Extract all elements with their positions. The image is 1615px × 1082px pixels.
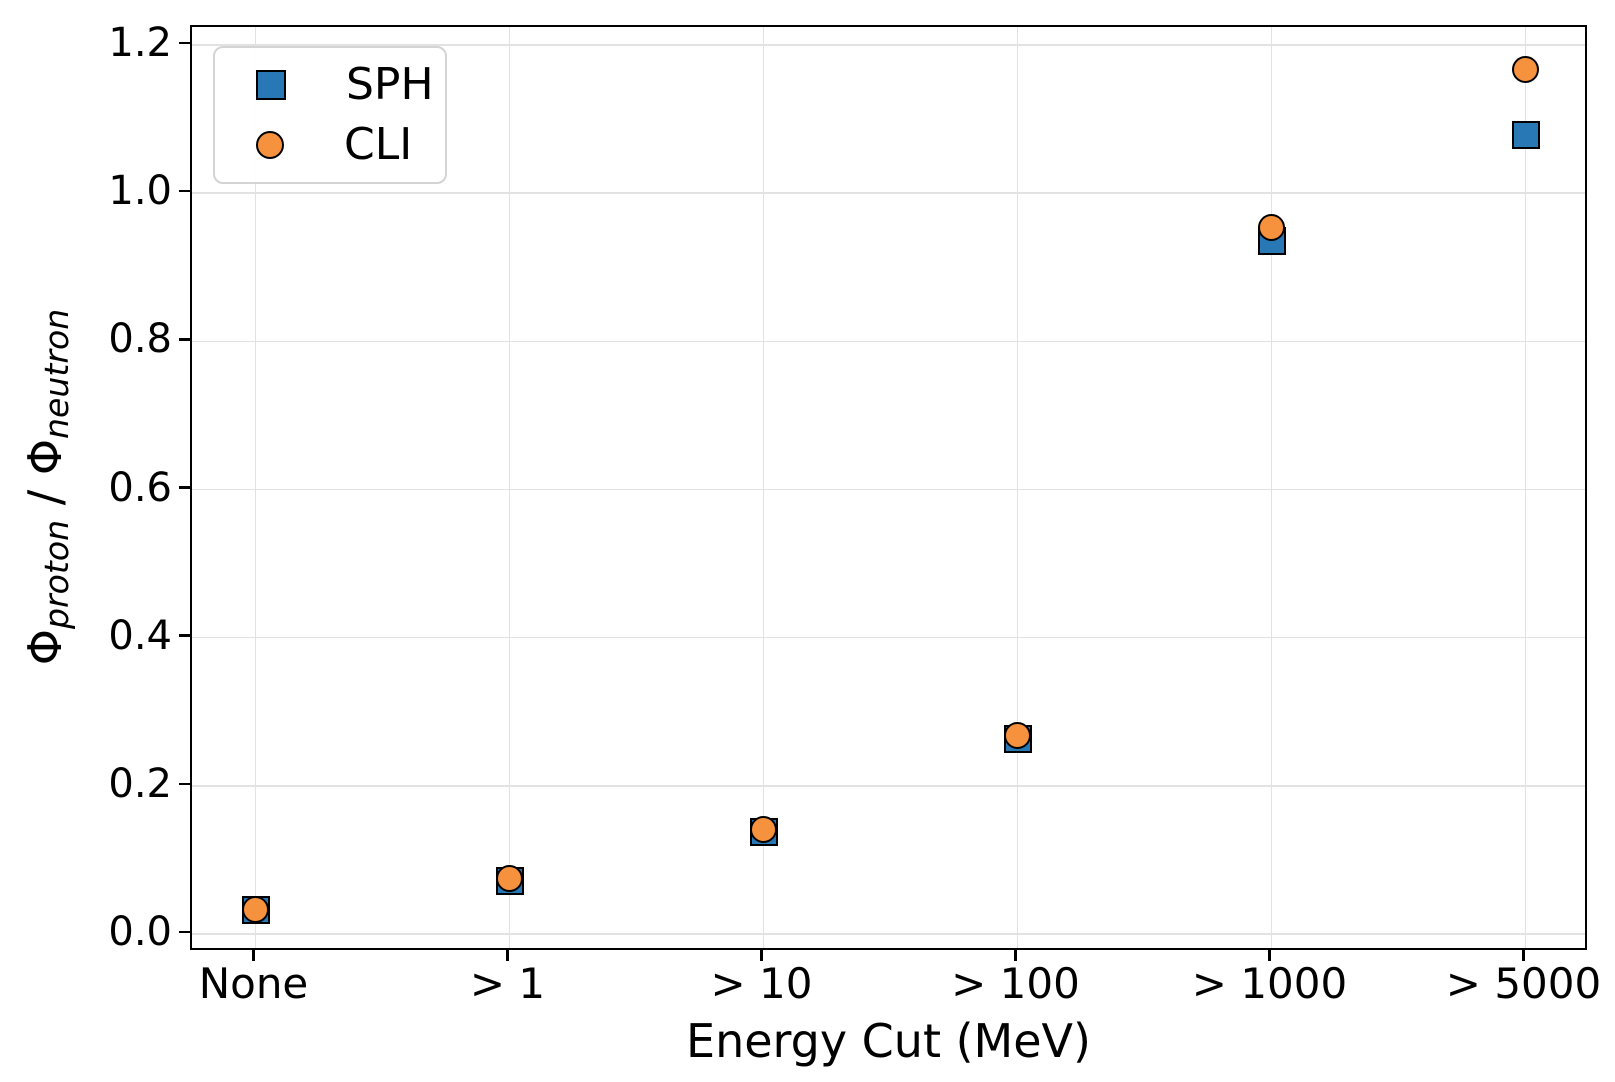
y-axis-tick — [179, 41, 190, 45]
grid-line-vertical — [254, 27, 257, 948]
x-tick-label: > 100 — [951, 959, 1080, 1008]
x-tick-label: > 1 — [469, 959, 546, 1008]
x-axis-tick — [252, 950, 255, 961]
circle-marker-icon — [256, 130, 284, 159]
grid-line-vertical — [1016, 27, 1019, 948]
cli-marker — [242, 895, 269, 923]
grid-line-horizontal — [192, 192, 1585, 194]
grid-line-horizontal — [192, 44, 1585, 46]
y-tick-label: 0.8 — [108, 316, 172, 363]
legend-label-cli: CLI — [344, 118, 413, 170]
grid-line-vertical — [762, 27, 765, 948]
grid-line-vertical — [1270, 27, 1273, 948]
sph-marker — [1511, 121, 1540, 150]
x-tick-label: > 1000 — [1191, 959, 1348, 1008]
grid-line-horizontal — [192, 636, 1585, 639]
y-axis-tick — [179, 189, 190, 193]
y-tick-label: 1.0 — [108, 168, 172, 215]
x-axis-tick — [1014, 950, 1017, 961]
cli-marker — [1004, 722, 1031, 750]
square-marker-icon — [256, 70, 286, 101]
x-tick-label: None — [198, 959, 309, 1008]
y-tick-label: 0.0 — [108, 909, 172, 956]
x-tick-label: > 5000 — [1445, 959, 1602, 1008]
y-axis-tick — [179, 782, 190, 786]
grid-line-horizontal — [192, 488, 1585, 491]
y-axis-tick — [179, 338, 190, 341]
x-axis-tick — [1522, 950, 1525, 961]
legend: SPH CLI — [213, 46, 447, 184]
y-axis-title-sub1: proton — [37, 519, 77, 630]
grid-line-vertical — [508, 27, 511, 948]
cli-marker — [1512, 56, 1539, 84]
grid-line-vertical — [1524, 27, 1527, 948]
x-axis-title: Energy Cut (MeV) — [686, 1014, 1091, 1068]
y-axis-tick — [179, 634, 190, 637]
legend-item-cli: CLI — [256, 118, 445, 170]
x-axis-tick — [1268, 950, 1271, 961]
x-axis-tick — [760, 950, 763, 961]
legend-label-sph: SPH — [346, 59, 434, 111]
y-tick-label: 0.6 — [108, 464, 172, 511]
grid-line-horizontal — [192, 785, 1585, 787]
legend-item-sph: SPH — [256, 63, 445, 107]
cli-marker — [750, 816, 777, 844]
y-tick-label: 1.2 — [108, 19, 172, 66]
y-tick-label: 0.2 — [108, 760, 172, 807]
cli-marker — [496, 865, 523, 893]
y-tick-label: 0.4 — [108, 612, 172, 659]
x-tick-label: > 10 — [710, 959, 813, 1008]
y-axis-tick — [179, 486, 190, 489]
grid-line-horizontal — [192, 933, 1585, 935]
x-axis-tick — [506, 950, 509, 961]
grid-line-horizontal — [192, 340, 1585, 342]
y-axis-tick — [179, 930, 190, 934]
cli-marker — [1258, 213, 1285, 241]
